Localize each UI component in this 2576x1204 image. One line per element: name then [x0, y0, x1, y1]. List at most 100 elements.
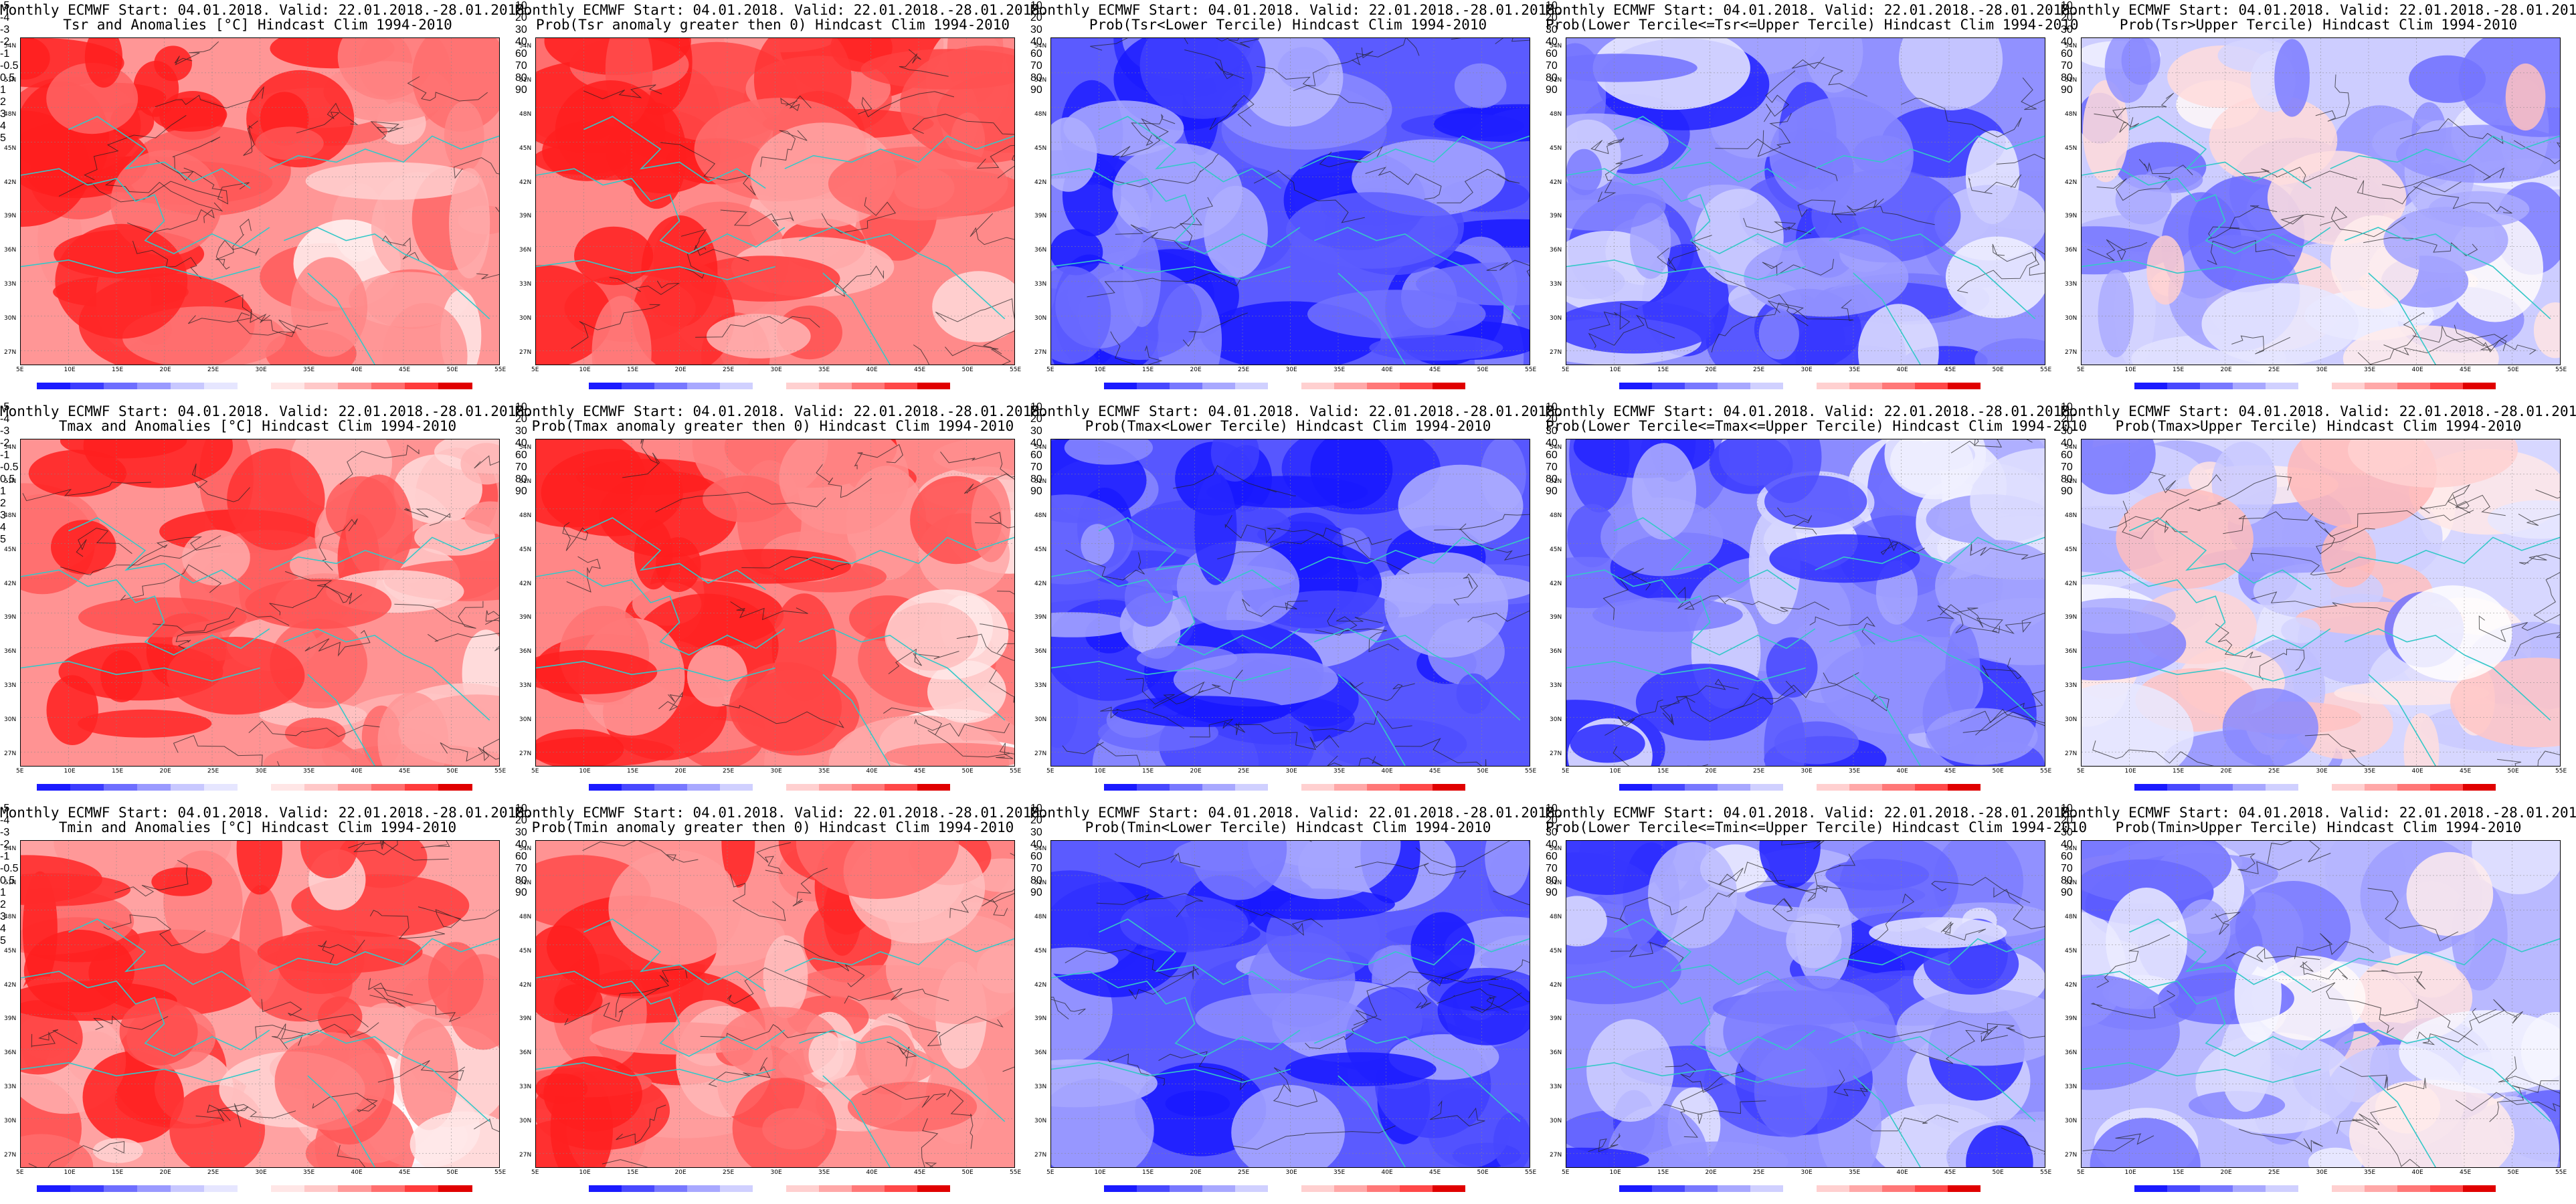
field-patch [152, 98, 227, 132]
contour-line [1234, 724, 1340, 750]
field-patch [1825, 858, 1930, 891]
contour-line [1488, 983, 1530, 1003]
field-patch [1433, 106, 1530, 142]
lon-label: 55E [494, 768, 507, 775]
contour-line [2001, 1127, 2045, 1155]
coastline [1051, 971, 1301, 1057]
contour-line [2324, 510, 2474, 537]
panel-title-line1: Monthly ECMWF Start: 04.01.2018. Valid: … [515, 403, 1048, 419]
lat-label: 39N [1034, 614, 1047, 621]
lat-label: 39N [2065, 1015, 2078, 1023]
colorbar-swatch [438, 383, 472, 389]
field-patch [1051, 1078, 1154, 1167]
lat-label: 36N [1034, 1049, 1047, 1057]
contour-line [1962, 711, 2045, 733]
lon-label: 30E [770, 768, 782, 775]
field-patch [1384, 552, 1509, 658]
contour-line [1293, 47, 1374, 92]
contour-line [1823, 672, 1890, 712]
colorbar-swatch [851, 383, 885, 389]
field-patch [2082, 682, 2194, 766]
lat-label: 36N [1550, 247, 1562, 254]
contour-line [1128, 965, 1199, 1000]
contour-line [2518, 513, 2560, 526]
lon-label: 50E [2507, 1169, 2519, 1176]
lat-label: 36N [1550, 648, 1562, 656]
field-patch [591, 296, 652, 365]
colorbar-swatch [917, 1185, 951, 1192]
contour-line [1968, 174, 2022, 195]
coastline [822, 272, 891, 365]
colorbar-tick: 3 [0, 911, 6, 922]
colorbar-swatch [70, 383, 104, 389]
map-canvas [536, 439, 1014, 766]
colorbar-swatch [1881, 1185, 1916, 1192]
lon-label: 20E [674, 367, 686, 373]
colorbar-tick: 40 [515, 36, 527, 47]
lon-label: 55E [494, 367, 507, 373]
contour-line [1415, 968, 1467, 1009]
panel-title-line2: Prob(Tmin anomaly greater then 0) Hindca… [531, 819, 1014, 835]
lat-label: 33N [1550, 281, 1562, 288]
field-patch [151, 867, 213, 896]
contour-line [700, 1024, 835, 1041]
colorbar-tick: 60 [515, 851, 527, 862]
field-patch [808, 1032, 844, 1079]
colorbar-tick: 70 [515, 462, 527, 473]
coastline [2082, 660, 2321, 682]
lat-label: 54N [1550, 43, 1562, 49]
field-patch [542, 121, 632, 181]
field-patch [2274, 39, 2310, 117]
coastline [799, 1029, 1006, 1122]
contour-line [175, 621, 235, 650]
field-patch [154, 45, 192, 82]
coastline [822, 1075, 891, 1167]
lat-label: 54N [1034, 444, 1047, 451]
colorbar-swatch [1947, 1185, 1981, 1192]
lon-label: 20E [159, 768, 171, 775]
lat-label: 48N [1550, 512, 1562, 519]
lat-label: 27N [519, 1152, 532, 1159]
colorbar-tick: -2 [0, 839, 10, 850]
field-patch [2321, 524, 2376, 588]
colorbar-tick: 20 [1030, 413, 1042, 425]
contour-line [834, 265, 885, 297]
contour-line [1762, 259, 1834, 276]
field-patch [1896, 989, 2045, 1066]
contour-line [1305, 1009, 1382, 1049]
colorbar-tick: 90 [515, 486, 527, 497]
contour-line [1256, 66, 1384, 110]
colorbar-swatch [1947, 784, 1981, 791]
field-patch [449, 168, 490, 279]
field-patch [1769, 97, 1914, 214]
lat-label: 51N [4, 76, 17, 84]
panel-title-line1: Monthly ECMWF Start: 04.01.2018. Valid: … [1546, 2, 2079, 18]
lat-label: 30N [1034, 315, 1047, 322]
field-patch [1592, 597, 1743, 632]
contour-line [195, 1103, 249, 1128]
coastline [2368, 272, 2436, 365]
contour-line [741, 556, 850, 570]
field-patch [2334, 681, 2490, 706]
contour-line [403, 508, 451, 526]
contour-line [1855, 1114, 1958, 1132]
contour-line [1980, 1023, 2045, 1039]
contour-line [1685, 680, 1797, 722]
lon-label: 50E [446, 1169, 458, 1176]
map-canvas [1566, 841, 2045, 1167]
colorbar-swatch [2200, 1185, 2233, 1192]
colorbar-tick: 20 [2061, 815, 2073, 826]
colorbar-tick: 1 [0, 84, 6, 96]
map-canvas [536, 841, 1014, 1167]
colorbar-swatch [1399, 784, 1433, 791]
lat-label: 42N [519, 981, 532, 989]
lat-label: 51N [4, 478, 17, 485]
colorbar-tick: 10 [2061, 0, 2073, 11]
lon-label: 55E [1010, 367, 1022, 373]
contour-line [1096, 893, 1204, 918]
contour-line [284, 571, 363, 605]
colorbar-tick: 60 [1030, 851, 1042, 862]
lon-label: 35E [1849, 768, 1861, 775]
contour-line [963, 474, 1014, 494]
contour-line [1110, 331, 1163, 365]
